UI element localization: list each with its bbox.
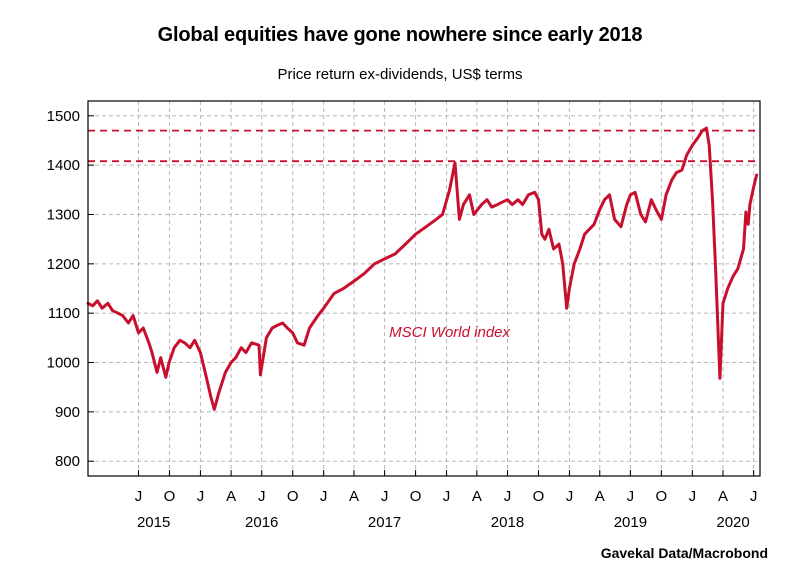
- x-tick-label: A: [718, 488, 728, 505]
- y-axis: 800 900 1000 1100 1200 1300 1400 1500: [47, 108, 94, 470]
- x-tick-label: A: [226, 488, 236, 505]
- x-tick-label: A: [349, 488, 359, 505]
- x-tick-label: A: [472, 488, 482, 505]
- y-tick-label: 1000: [47, 355, 80, 372]
- y-tick-label: 1300: [47, 206, 80, 223]
- x-tick-label: J: [443, 488, 451, 505]
- series-layer: [86, 126, 759, 411]
- x-tick-label: J: [504, 488, 512, 505]
- y-tick-label: 1500: [47, 108, 80, 125]
- x-year-label: 2015: [137, 514, 170, 531]
- chart-title: Global equities have gone nowhere since …: [157, 24, 643, 46]
- x-tick-label: J: [750, 488, 758, 505]
- x-tick-label: J: [258, 488, 266, 505]
- chart-subtitle: Price return ex-dividends, US$ terms: [277, 66, 523, 83]
- x-tick-label: J: [566, 488, 574, 505]
- x-tick-label: J: [135, 488, 143, 505]
- reference-lines: [88, 129, 760, 163]
- x-tick-label: O: [533, 488, 545, 505]
- x-tick-label: O: [656, 488, 668, 505]
- x-axis: J O J A J O J A J O J A J O J A J O J A J 2015 2016 2017 2018 201…: [135, 470, 758, 531]
- y-tick-label: 1400: [47, 157, 80, 174]
- x-tick-label: J: [627, 488, 635, 505]
- source-credit: Gavekal Data/Macrobond: [600, 545, 768, 561]
- x-year-label: 2019: [614, 514, 647, 531]
- x-year-label: 2016: [245, 514, 278, 531]
- series-annotation: MSCI World index: [389, 324, 510, 341]
- x-year-label: 2020: [716, 514, 749, 531]
- gridlines: [88, 101, 760, 476]
- x-tick-label: J: [381, 488, 389, 505]
- x-tick-label: O: [287, 488, 299, 505]
- x-tick-label: J: [320, 488, 328, 505]
- x-tick-label: O: [164, 488, 176, 505]
- x-tick-label: A: [595, 488, 605, 505]
- y-tick-label: 800: [55, 453, 80, 470]
- plot-frame: [87, 100, 761, 477]
- x-tick-label: O: [410, 488, 422, 505]
- x-year-label: 2017: [368, 514, 401, 531]
- y-tick-label: 1100: [48, 305, 80, 322]
- x-tick-label: J: [197, 488, 205, 505]
- x-year-label: 2018: [491, 514, 524, 531]
- x-tick-label: J: [689, 488, 697, 505]
- y-tick-label: 1200: [47, 256, 80, 273]
- msci-world-index-line: [86, 126, 759, 411]
- y-tick-label: 900: [55, 404, 80, 421]
